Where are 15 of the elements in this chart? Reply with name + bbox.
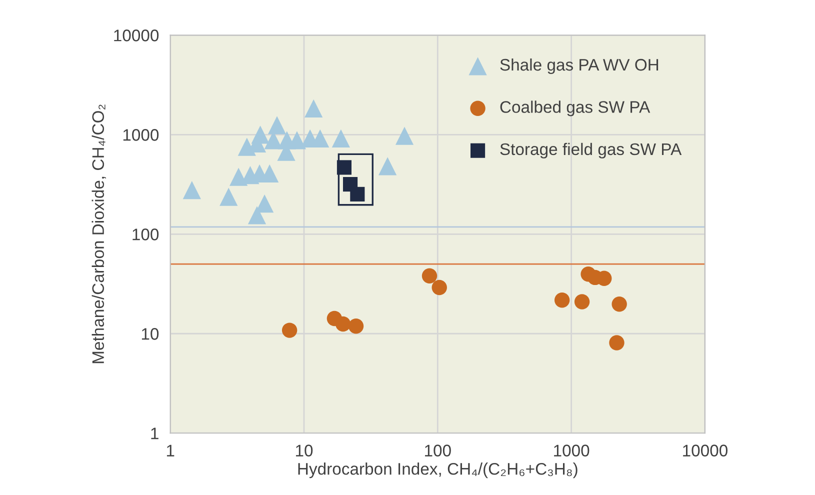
y-tick-label: 1000 bbox=[123, 129, 159, 141]
y-tick-label: 10 bbox=[142, 328, 159, 340]
x-tick-label: 100 bbox=[425, 444, 451, 456]
y-tick-label: 100 bbox=[132, 228, 159, 240]
x-tick-label: 10 bbox=[296, 444, 313, 456]
y-tick-label: 10000 bbox=[114, 30, 159, 42]
y-tick-label: 1 bbox=[151, 428, 158, 440]
x-tick-label: 10000 bbox=[683, 444, 728, 456]
legend-label: Shale gas PA WV OH bbox=[500, 58, 658, 74]
y-axis-title: Methane/Carbon Dioxide, CH₄/CO₂ bbox=[92, 104, 106, 364]
legend-label: Storage field gas SW PA bbox=[500, 142, 682, 158]
x-tick-label: 1000 bbox=[554, 444, 590, 456]
x-tick-label: 1 bbox=[166, 444, 174, 456]
legend-label: Coalbed gas SW PA bbox=[500, 100, 650, 116]
x-axis-title: Hydrocarbon Index, CH₄/(C₂H₆+C₃H₈) bbox=[298, 462, 578, 478]
